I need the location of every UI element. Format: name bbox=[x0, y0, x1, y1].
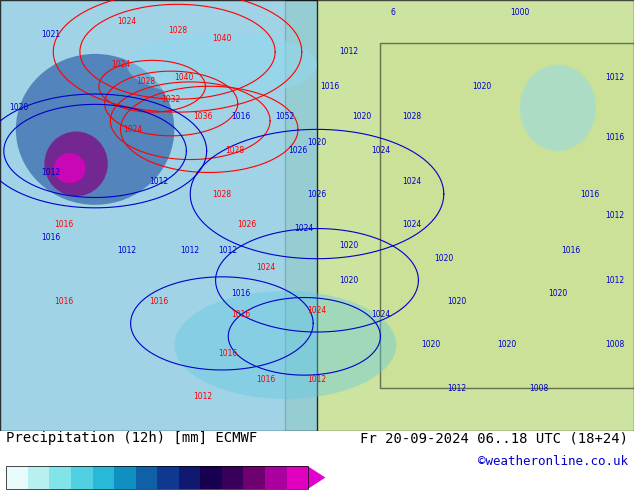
Text: 1000: 1000 bbox=[510, 8, 529, 18]
Text: 1020: 1020 bbox=[339, 276, 358, 285]
Text: 1016: 1016 bbox=[231, 289, 250, 298]
Text: 1012: 1012 bbox=[605, 211, 624, 220]
Text: 1026: 1026 bbox=[238, 220, 257, 229]
Text: 1024: 1024 bbox=[403, 220, 422, 229]
FancyBboxPatch shape bbox=[265, 466, 287, 489]
Text: 1020: 1020 bbox=[422, 341, 441, 349]
Text: 1020: 1020 bbox=[10, 103, 29, 112]
Text: 1016: 1016 bbox=[580, 190, 599, 198]
Text: 1016: 1016 bbox=[257, 375, 276, 384]
Text: 1012: 1012 bbox=[219, 245, 238, 255]
Text: 1020: 1020 bbox=[352, 112, 371, 121]
Ellipse shape bbox=[54, 153, 86, 183]
Text: 1028: 1028 bbox=[136, 77, 155, 86]
Text: 1012: 1012 bbox=[339, 47, 358, 56]
Text: 1016: 1016 bbox=[54, 220, 73, 229]
FancyBboxPatch shape bbox=[0, 0, 317, 431]
Text: 1016: 1016 bbox=[320, 82, 339, 91]
Ellipse shape bbox=[127, 32, 317, 97]
Polygon shape bbox=[308, 466, 325, 489]
Text: 1020: 1020 bbox=[472, 82, 491, 91]
Text: 1052: 1052 bbox=[276, 112, 295, 121]
Text: 1012: 1012 bbox=[117, 245, 136, 255]
FancyBboxPatch shape bbox=[28, 466, 49, 489]
FancyBboxPatch shape bbox=[71, 466, 93, 489]
Text: 1032: 1032 bbox=[162, 95, 181, 104]
Text: 1016: 1016 bbox=[231, 310, 250, 319]
FancyBboxPatch shape bbox=[179, 466, 200, 489]
Ellipse shape bbox=[16, 54, 174, 205]
Text: 1016: 1016 bbox=[41, 233, 60, 242]
Text: 1021: 1021 bbox=[41, 30, 60, 39]
Text: 1024: 1024 bbox=[111, 60, 130, 69]
FancyBboxPatch shape bbox=[114, 466, 136, 489]
Text: 1020: 1020 bbox=[434, 254, 453, 263]
FancyBboxPatch shape bbox=[285, 0, 634, 431]
Text: 1020: 1020 bbox=[548, 289, 567, 298]
Text: 1016: 1016 bbox=[605, 133, 624, 143]
FancyBboxPatch shape bbox=[157, 466, 179, 489]
Text: 1040: 1040 bbox=[212, 34, 231, 43]
Text: 1012: 1012 bbox=[605, 276, 624, 285]
Text: 1012: 1012 bbox=[41, 168, 60, 177]
FancyBboxPatch shape bbox=[200, 466, 222, 489]
Text: 1026: 1026 bbox=[288, 147, 307, 155]
FancyBboxPatch shape bbox=[380, 43, 634, 388]
Text: 1024: 1024 bbox=[371, 147, 390, 155]
Text: 1024: 1024 bbox=[403, 176, 422, 186]
Text: 1040: 1040 bbox=[174, 73, 193, 82]
Text: 1016: 1016 bbox=[54, 297, 73, 306]
Text: 1012: 1012 bbox=[193, 392, 212, 401]
Text: 1020: 1020 bbox=[498, 341, 517, 349]
Text: Precipitation (12h) [mm] ECMWF: Precipitation (12h) [mm] ECMWF bbox=[6, 431, 257, 445]
Text: 1024: 1024 bbox=[117, 17, 136, 26]
Text: 1028: 1028 bbox=[212, 190, 231, 198]
Text: 1024: 1024 bbox=[257, 263, 276, 272]
Text: 1008: 1008 bbox=[529, 384, 548, 392]
Text: 1008: 1008 bbox=[605, 341, 624, 349]
FancyBboxPatch shape bbox=[136, 466, 157, 489]
FancyBboxPatch shape bbox=[222, 466, 243, 489]
Text: 1016: 1016 bbox=[149, 297, 168, 306]
Ellipse shape bbox=[44, 131, 108, 196]
Text: Fr 20-09-2024 06..18 UTC (18+24): Fr 20-09-2024 06..18 UTC (18+24) bbox=[359, 431, 628, 445]
Text: 1012: 1012 bbox=[149, 176, 168, 186]
Text: 1036: 1036 bbox=[193, 112, 212, 121]
Text: 1020: 1020 bbox=[307, 138, 327, 147]
Text: 1012: 1012 bbox=[447, 384, 466, 392]
Text: 1012: 1012 bbox=[307, 375, 327, 384]
Text: 1016: 1016 bbox=[219, 349, 238, 358]
Text: 1024: 1024 bbox=[124, 125, 143, 134]
Text: 1024: 1024 bbox=[307, 306, 327, 315]
Text: 1020: 1020 bbox=[447, 297, 466, 306]
FancyBboxPatch shape bbox=[287, 466, 308, 489]
Text: 1028: 1028 bbox=[168, 25, 187, 35]
Text: 1024: 1024 bbox=[295, 224, 314, 233]
Text: 1012: 1012 bbox=[605, 73, 624, 82]
FancyBboxPatch shape bbox=[49, 466, 71, 489]
FancyBboxPatch shape bbox=[243, 466, 265, 489]
Text: 1026: 1026 bbox=[307, 190, 327, 198]
Text: ©weatheronline.co.uk: ©weatheronline.co.uk bbox=[477, 455, 628, 468]
Ellipse shape bbox=[520, 65, 596, 151]
Ellipse shape bbox=[174, 291, 396, 399]
Text: 1028: 1028 bbox=[225, 147, 244, 155]
Text: 1016: 1016 bbox=[231, 112, 250, 121]
Text: 1028: 1028 bbox=[403, 112, 422, 121]
Text: 1020: 1020 bbox=[339, 241, 358, 250]
Text: 1016: 1016 bbox=[561, 245, 580, 255]
FancyBboxPatch shape bbox=[93, 466, 114, 489]
FancyBboxPatch shape bbox=[6, 466, 28, 489]
Text: 1012: 1012 bbox=[181, 245, 200, 255]
Text: 6: 6 bbox=[391, 8, 396, 18]
Text: 1024: 1024 bbox=[371, 310, 390, 319]
